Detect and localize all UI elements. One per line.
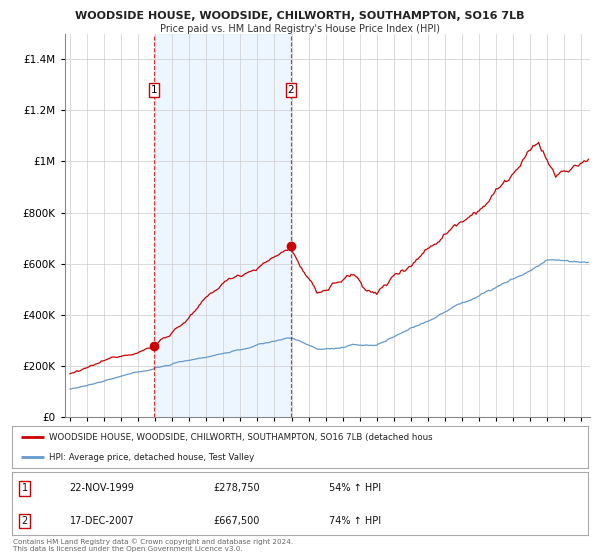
Text: £667,500: £667,500 (214, 516, 260, 526)
Text: 1: 1 (22, 483, 28, 493)
Text: £278,750: £278,750 (214, 483, 260, 493)
Text: 74% ↑ HPI: 74% ↑ HPI (329, 516, 381, 526)
Text: 22-NOV-1999: 22-NOV-1999 (70, 483, 134, 493)
Text: Price paid vs. HM Land Registry's House Price Index (HPI): Price paid vs. HM Land Registry's House … (160, 24, 440, 34)
Text: 1: 1 (151, 85, 157, 95)
Text: 2: 2 (287, 85, 294, 95)
Text: HPI: Average price, detached house, Test Valley: HPI: Average price, detached house, Test… (49, 452, 254, 461)
Text: 2: 2 (22, 516, 28, 526)
Text: 17-DEC-2007: 17-DEC-2007 (70, 516, 134, 526)
Text: WOODSIDE HOUSE, WOODSIDE, CHILWORTH, SOUTHAMPTON, SO16 7LB (detached hous: WOODSIDE HOUSE, WOODSIDE, CHILWORTH, SOU… (49, 433, 433, 442)
Text: 54% ↑ HPI: 54% ↑ HPI (329, 483, 381, 493)
Text: WOODSIDE HOUSE, WOODSIDE, CHILWORTH, SOUTHAMPTON, SO16 7LB: WOODSIDE HOUSE, WOODSIDE, CHILWORTH, SOU… (75, 11, 525, 21)
Text: Contains HM Land Registry data © Crown copyright and database right 2024.
This d: Contains HM Land Registry data © Crown c… (13, 539, 293, 552)
